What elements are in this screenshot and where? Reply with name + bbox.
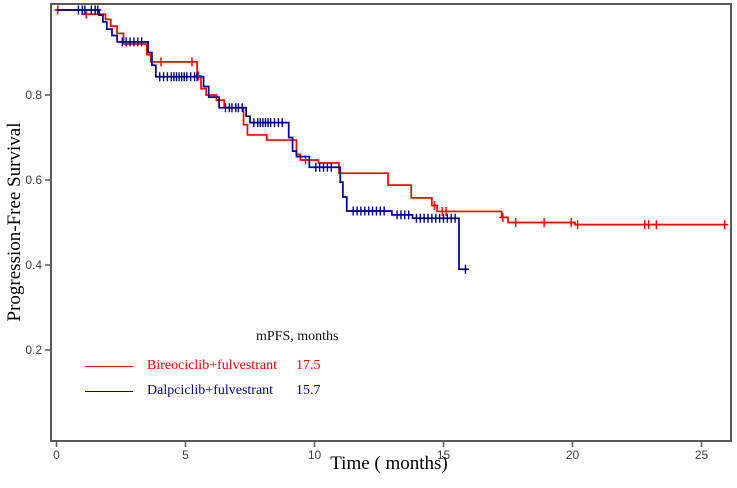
x-axis-title: Time ( months) [330, 453, 448, 474]
plot-frame [50, 3, 732, 442]
legend-mpfs-dalpciclib: 15.7 [296, 383, 321, 398]
svg-text:0.8: 0.8 [25, 88, 42, 102]
svg-text:5: 5 [182, 448, 189, 462]
blue-line-swatch [85, 391, 133, 392]
svg-text:0.4: 0.4 [25, 258, 42, 272]
red-line-swatch [85, 366, 133, 367]
svg-text:10: 10 [308, 448, 322, 462]
series-dalpciclib [56, 5, 469, 274]
survival-curve [56, 9, 467, 271]
legend-header: mPFS, months [256, 329, 339, 344]
censor-marks [54, 5, 729, 230]
series-bireociclib [54, 5, 729, 230]
svg-text:0.2: 0.2 [25, 343, 42, 357]
x-axis-ticks: 0 5 10 15 20 25 [53, 441, 708, 462]
y-axis-ticks: 0.2 0.4 0.6 0.8 [25, 88, 51, 357]
legend-label-bireociclib: Bireociclib+fulvestrant [147, 358, 277, 373]
svg-text:20: 20 [566, 448, 580, 462]
y-axis-title: Progression-Free Survival [4, 122, 25, 322]
legend-label-dalpciclib: Dalpciclib+fulvestrant [147, 383, 274, 398]
censor-marks [74, 5, 469, 274]
survival-curve [56, 9, 725, 226]
svg-text:0: 0 [53, 448, 60, 462]
svg-text:15: 15 [437, 448, 451, 462]
svg-text:25: 25 [695, 448, 709, 462]
svg-text:0.6: 0.6 [25, 173, 42, 187]
legend-mpfs-bireociclib: 17.5 [296, 358, 321, 373]
